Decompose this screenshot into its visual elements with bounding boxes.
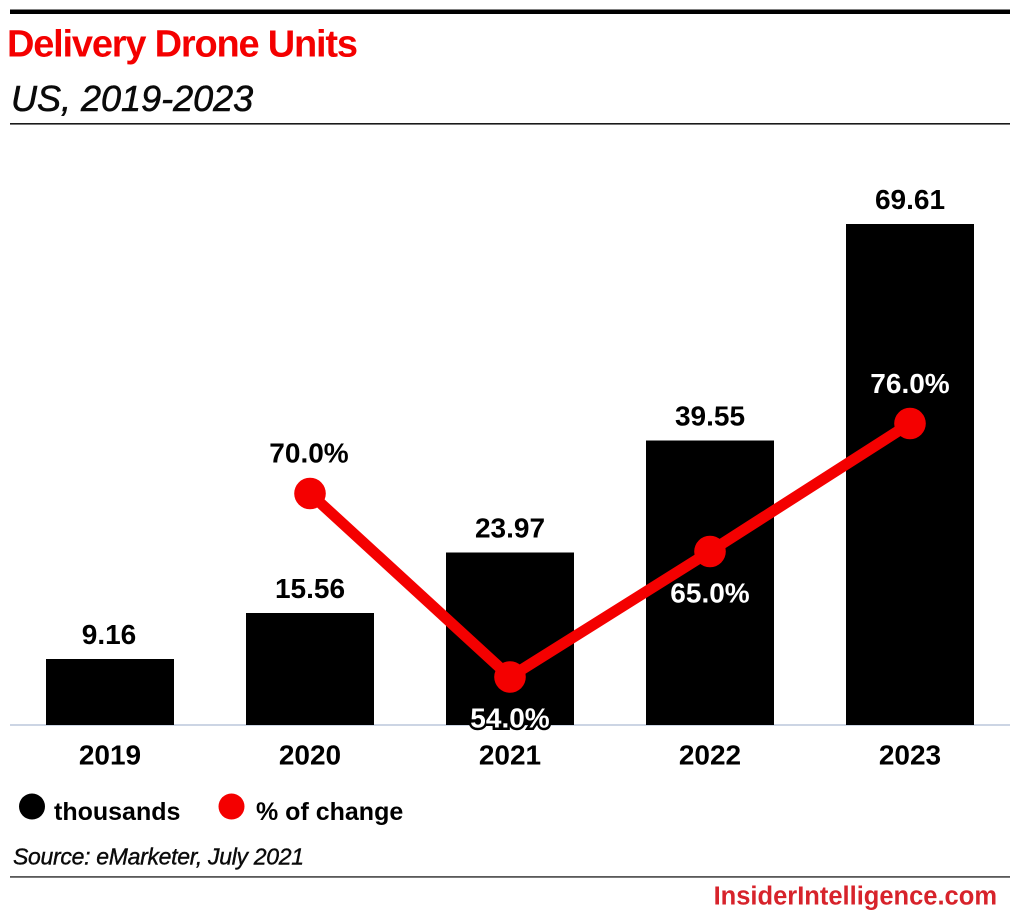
svg-text:thousands: thousands — [54, 798, 180, 826]
svg-text:65.0%: 65.0% — [670, 578, 749, 609]
svg-text:9.16: 9.16 — [82, 619, 137, 650]
svg-text:76.0%: 76.0% — [870, 368, 949, 399]
svg-text:23.97: 23.97 — [475, 513, 545, 544]
svg-text:2022: 2022 — [679, 740, 741, 771]
svg-text:15.56: 15.56 — [275, 573, 345, 604]
svg-text:InsiderIntelligence.com: InsiderIntelligence.com — [714, 883, 997, 911]
svg-text:Source: eMarketer, July 2021: Source: eMarketer, July 2021 — [13, 844, 304, 870]
svg-text:2023: 2023 — [879, 740, 941, 771]
svg-text:39.55: 39.55 — [675, 401, 745, 432]
svg-text:2021: 2021 — [479, 740, 541, 771]
svg-text:2020: 2020 — [279, 740, 341, 771]
svg-text:70.0%: 70.0% — [269, 438, 348, 469]
svg-text:Delivery Drone Units: Delivery Drone Units — [7, 24, 357, 66]
svg-text:69.61: 69.61 — [875, 184, 945, 215]
svg-text:US, 2019-2023: US, 2019-2023 — [11, 78, 253, 119]
svg-text:% of change: % of change — [256, 798, 403, 826]
svg-text:54.0%: 54.0% — [470, 703, 549, 734]
svg-text:2019: 2019 — [79, 740, 141, 771]
